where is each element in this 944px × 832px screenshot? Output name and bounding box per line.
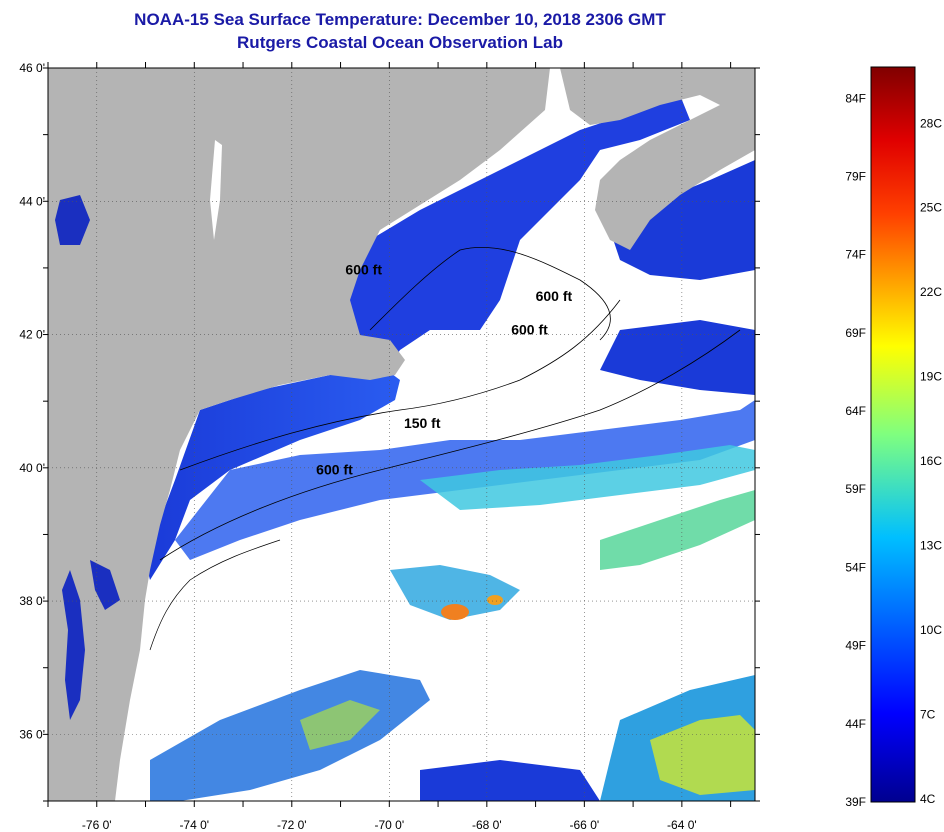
colorbar-f-label: 79F [845, 169, 866, 183]
south-blue-patch [420, 760, 600, 801]
colorbar-c-label: 28C [920, 116, 942, 130]
contour-label: 600 ft [316, 461, 353, 477]
delaware-bay [90, 560, 120, 610]
lat-tick-label: 40 0' [19, 461, 45, 475]
colorbar-f-label: 54F [845, 560, 866, 574]
map-title: NOAA-15 Sea Surface Temperature: Decembe… [134, 10, 666, 29]
colorbar-labels: 84F 79F 74F 69F 64F 59F 54F 49F 44F 39F 28C 25C 22C 1… [845, 91, 942, 809]
lake-ontario-edge [55, 195, 90, 245]
colorbar-f-label: 44F [845, 717, 866, 731]
colorbar-f-label: 74F [845, 248, 866, 262]
colorbar-c-label: 13C [920, 539, 942, 553]
colorbar-c-label: 7C [920, 707, 936, 721]
southeast-warm-core [650, 715, 755, 795]
depth-contour-600ft [159, 329, 741, 561]
depth-contour-slope [149, 539, 281, 651]
contour-labels: 600 ft 600 ft 600 ft 150 ft 600 ft [316, 262, 572, 478]
nova-scotia-shelf-water [610, 160, 755, 280]
warm-eddy [390, 565, 520, 620]
shelf-water-north [145, 365, 400, 580]
southwest-patch [150, 670, 430, 801]
lon-tick-label: -66 0' [570, 818, 600, 832]
land-canada-maritimes [560, 68, 755, 250]
chesapeake-bay [62, 570, 85, 720]
east-blue-patch [600, 320, 755, 395]
warm-core-small [487, 595, 503, 605]
colorbar [870, 66, 916, 803]
colorbar-f-label: 69F [845, 326, 866, 340]
colorbar-c-label: 10C [920, 623, 942, 637]
depth-contour-gulf-of-maine [369, 246, 611, 341]
contour-label: 150 ft [404, 415, 441, 431]
lon-tick-label: -68 0' [472, 818, 502, 832]
colorbar-f-label: 49F [845, 639, 866, 653]
depth-contour-150ft [179, 299, 621, 471]
colorbar-c-label: 16C [920, 454, 942, 468]
contour-label: 600 ft [345, 262, 382, 278]
colorbar-f-label: 59F [845, 482, 866, 496]
lat-tick-label: 42 0' [19, 328, 45, 342]
warm-core [441, 604, 469, 620]
lon-tick-label: -74 0' [179, 818, 209, 832]
southwest-warm-core [300, 700, 380, 750]
colorbar-f-label: 84F [845, 91, 866, 105]
lon-tick-label: -76 0' [82, 818, 112, 832]
map-area [48, 68, 755, 801]
map-frame [47, 67, 756, 802]
map-subtitle: Rutgers Coastal Ocean Observation Lab [237, 33, 563, 52]
lat-tick-label: 46 0' [19, 61, 45, 75]
colorbar-f-label: 64F [845, 404, 866, 418]
contour-label: 600 ft [536, 288, 573, 304]
colorbar-c-label: 25C [920, 201, 942, 215]
lon-tick-label: -70 0' [374, 818, 404, 832]
colorbar-c-label: 4C [920, 792, 936, 806]
land-us-northeast [48, 68, 550, 801]
lat-tick-label: 38 0' [19, 594, 45, 608]
map-axes: 46 0' 44 0' 42 0' 40 0' 38 0' 36 0' -76 0' -74 … [19, 61, 760, 832]
lake-champlain [210, 140, 222, 240]
lat-tick-label: 44 0' [19, 194, 45, 208]
gulf-stream-east [600, 490, 755, 570]
colorbar-c-label: 22C [920, 285, 942, 299]
lon-tick-label: -72 0' [277, 818, 307, 832]
colorbar-c-label: 19C [920, 370, 942, 384]
contour-label: 600 ft [511, 322, 548, 338]
gulf-stream-filament [420, 445, 755, 510]
lon-tick-label: -64 0' [667, 818, 697, 832]
gulf-of-maine-water [345, 95, 690, 380]
lat-tick-label: 36 0' [19, 727, 45, 741]
colorbar-f-label: 39F [845, 795, 866, 809]
